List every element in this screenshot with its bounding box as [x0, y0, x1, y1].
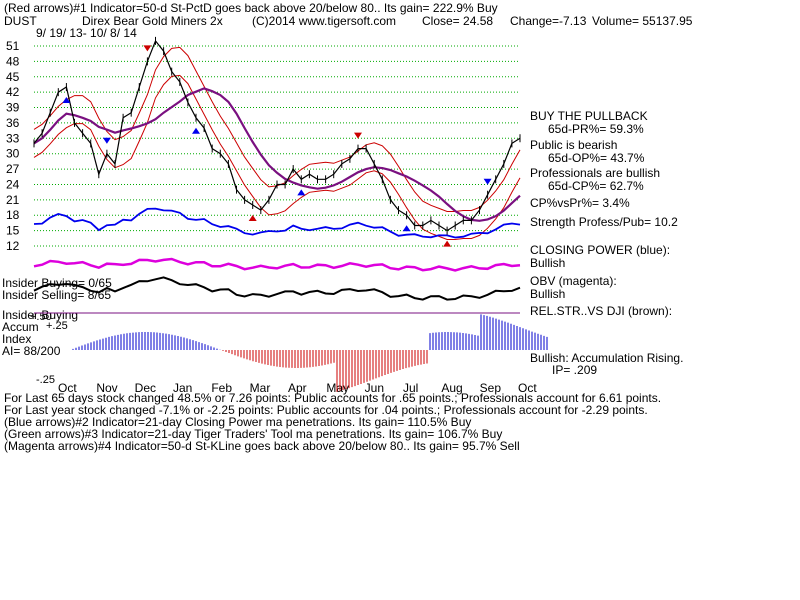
strength-value: Strength Profess/Pub= 10.2	[530, 215, 678, 229]
x-tick-label: Jan	[173, 381, 192, 395]
down-arrow-icon	[354, 132, 362, 139]
price-line	[33, 39, 521, 232]
y-tick-label: 51	[6, 39, 20, 53]
acc-mid-tick: +.50	[30, 311, 52, 323]
x-tick-label: Aug	[441, 381, 462, 395]
footer-line-4: (Green arrows)#3 Indicator=21-day Tiger …	[4, 427, 502, 441]
date-range: 9/ 19/ 13- 10/ 8/ 14	[36, 26, 137, 40]
footer-line-3: (Blue arrows)#2 Indicator=21-day Closing…	[4, 415, 471, 429]
public-bearish-label: Public is bearish	[530, 138, 617, 152]
footer-line-2: For Last year stock changed -7.1% or -2.…	[4, 403, 648, 417]
accum-rising-label: Bullish: Accumulation Rising.	[530, 351, 683, 365]
insider-buying-label: Insider Buying	[2, 308, 78, 322]
price-series	[33, 36, 521, 235]
y-tick-label: 18	[6, 208, 20, 222]
ai-value: AI= 88/200	[2, 344, 61, 358]
down-arrow-icon	[102, 137, 111, 144]
accum-label: Accum	[2, 320, 39, 334]
down-arrow-icon	[483, 178, 492, 185]
volume-value: Volume= 55137.95	[592, 14, 693, 28]
x-tick-label: Mar	[250, 381, 271, 395]
y-tick-label: 24	[6, 177, 20, 191]
obv-state: Bullish	[530, 287, 565, 301]
y-tick-label: 21	[6, 193, 20, 207]
closing-power-label: CLOSING POWER (blue):	[530, 243, 670, 257]
symbol-label: DUST	[4, 14, 37, 28]
pros-bullish-label: Professionals are bullish	[530, 166, 660, 180]
ip-value: IP= .209	[552, 363, 597, 377]
y-tick-label: 48	[6, 54, 20, 68]
insider-buying-count: Insider Buying= 0/65	[2, 276, 112, 290]
accumulation-bars	[72, 314, 548, 392]
x-tick-label: Nov	[96, 381, 117, 395]
x-tick-label: Apr	[288, 381, 307, 395]
indicator-1-header: (Red arrows)#1 Indicator=50-d St-PctD go…	[4, 1, 498, 15]
grid-lines	[34, 45, 520, 247]
buy-pullback-label: BUY THE PULLBACK	[530, 109, 648, 123]
acc-minus-tick: -.25	[36, 374, 55, 386]
x-tick-label: Oct	[58, 381, 77, 395]
up-arrow-icon	[192, 127, 200, 134]
x-tick-label: Jun	[365, 381, 384, 395]
signal-arrows	[62, 45, 492, 247]
relstr-line	[33, 276, 521, 301]
change-value: Change=-7.13	[510, 14, 587, 28]
up-arrow-icon	[297, 189, 306, 196]
y-tick-label: 33	[6, 131, 20, 145]
x-axis-ticks: Oct Nov Dec Jan Feb Mar Apr May Jun Jul Aug Sep Oct	[58, 381, 537, 395]
up-arrow-icon	[443, 240, 452, 247]
close-value: Close= 24.58	[422, 14, 493, 28]
up-arrow-icon	[402, 225, 411, 232]
acc-plus-tick: +.25	[46, 320, 68, 332]
insider-selling-count: Insider Selling= 8/65	[2, 288, 111, 302]
pr-value: 65d-PR%= 59.3%	[548, 122, 644, 136]
y-tick-label: 30	[6, 147, 20, 161]
x-tick-label: Jul	[403, 381, 418, 395]
y-tick-label: 36	[6, 116, 20, 130]
copyright: (C)2014 www.tigersoft.com	[252, 14, 396, 28]
x-tick-label: Dec	[135, 381, 156, 395]
y-tick-label: 12	[6, 239, 20, 253]
cpvspr-value: CP%vsPr%= 3.4%	[530, 196, 630, 210]
footer-line-1: For Last 65 days stock changed 48.5% or …	[4, 391, 661, 405]
relstr-label: REL.STR..VS DJI (brown):	[530, 304, 672, 318]
x-tick-label: Feb	[211, 381, 232, 395]
y-tick-label: 39	[6, 101, 20, 115]
up-arrow-icon	[62, 97, 71, 104]
closing-power-state: Bullish	[530, 256, 565, 270]
indicator-lines	[33, 207, 521, 301]
index-label: Index	[2, 332, 31, 346]
y-tick-label: 15	[6, 224, 20, 238]
obv-line	[33, 257, 521, 272]
op-value: 65d-OP%= 43.7%	[548, 151, 645, 165]
footer-line-5: (Magenta arrows)#4 Indicator=50-d St-KLi…	[4, 439, 520, 453]
closing-power-line	[33, 207, 521, 239]
up-arrow-icon	[248, 214, 257, 221]
long-ma-line	[33, 87, 521, 222]
y-tick-label: 42	[6, 85, 20, 99]
y-tick-label: 27	[6, 162, 20, 176]
down-arrow-icon	[143, 45, 152, 52]
cp-value: 65d-CP%= 62.7%	[548, 179, 644, 193]
obv-label: OBV (magenta):	[530, 274, 617, 288]
y-tick-label: 45	[6, 70, 20, 84]
x-tick-label: Sep	[480, 381, 502, 395]
stock-name: Direx Bear Gold Miners 2x	[82, 14, 223, 28]
x-tick-label: Oct	[518, 381, 537, 395]
